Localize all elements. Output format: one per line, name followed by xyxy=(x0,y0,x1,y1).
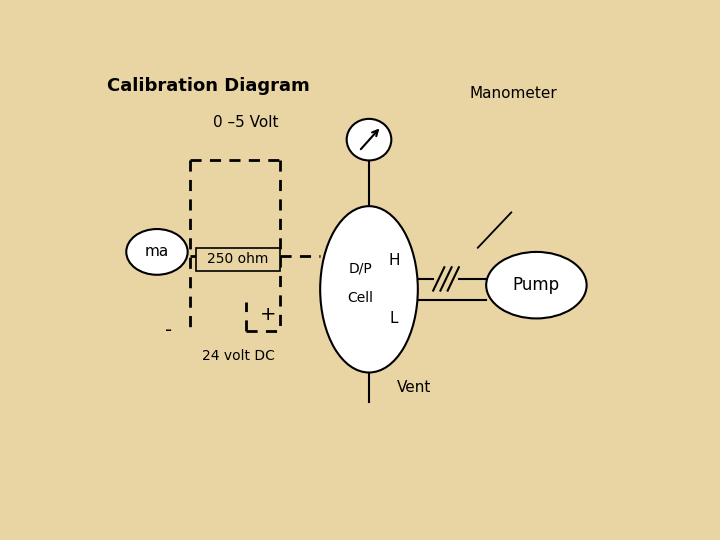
Text: Vent: Vent xyxy=(397,380,431,395)
Text: Calibration Diagram: Calibration Diagram xyxy=(107,77,310,95)
Text: Cell: Cell xyxy=(348,291,374,305)
Text: 250 ohm: 250 ohm xyxy=(207,252,269,266)
Text: Manometer: Manometer xyxy=(469,85,557,100)
Text: 0 –5 Volt: 0 –5 Volt xyxy=(213,114,278,130)
Ellipse shape xyxy=(486,252,587,319)
Text: -: - xyxy=(165,321,171,340)
Text: Pump: Pump xyxy=(513,276,560,294)
Text: 24 volt DC: 24 volt DC xyxy=(202,349,274,363)
Text: L: L xyxy=(390,311,398,326)
Text: H: H xyxy=(388,253,400,268)
Text: D/P: D/P xyxy=(348,261,372,275)
Circle shape xyxy=(126,229,188,275)
Bar xyxy=(196,248,279,271)
Text: +: + xyxy=(261,305,276,324)
Ellipse shape xyxy=(320,206,418,373)
Ellipse shape xyxy=(347,119,392,160)
Text: ma: ma xyxy=(145,245,169,259)
